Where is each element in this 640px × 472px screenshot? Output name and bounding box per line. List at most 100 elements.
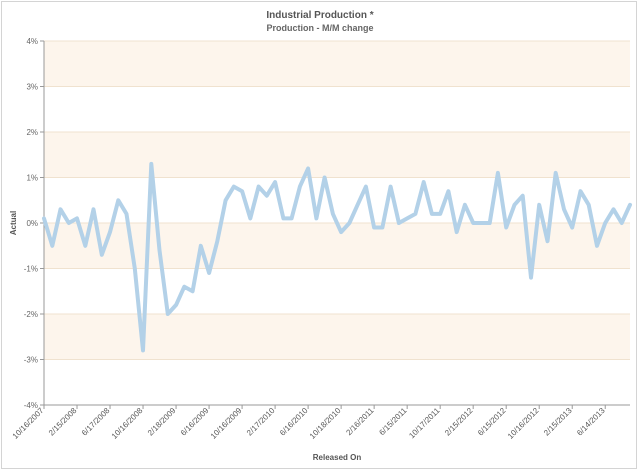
data-point [348, 222, 351, 225]
plot-band [44, 86, 630, 132]
data-point [282, 217, 285, 220]
y-tick-label: 4% [26, 37, 38, 46]
data-point [133, 267, 136, 270]
data-point [51, 244, 54, 247]
data-point [439, 212, 442, 215]
x-tick-label: 2/15/2013 [542, 406, 574, 438]
data-point [373, 226, 376, 229]
data-point [257, 185, 260, 188]
data-point [59, 208, 62, 211]
x-tick-label: 10/16/2007 [11, 406, 46, 441]
data-point [521, 194, 524, 197]
x-tick-label: 6/17/2008 [80, 406, 112, 438]
data-point [232, 185, 235, 188]
data-point [315, 217, 318, 220]
data-point [562, 208, 565, 211]
data-point [298, 185, 301, 188]
data-point [142, 349, 145, 352]
data-point [241, 190, 244, 193]
data-point [274, 181, 277, 184]
data-point [158, 249, 161, 252]
data-point [447, 190, 450, 193]
x-tick-label: 2/17/2010 [245, 406, 277, 438]
data-point [480, 222, 483, 225]
x-tick-label: 6/16/2010 [278, 406, 310, 438]
y-axis-label: Actual [9, 211, 18, 235]
data-point [546, 240, 549, 243]
data-point [117, 199, 120, 202]
data-point [414, 212, 417, 215]
plot-band [44, 268, 630, 314]
data-point [579, 190, 582, 193]
data-point [430, 212, 433, 215]
data-point [629, 203, 632, 206]
y-tick-label: -3% [24, 356, 38, 365]
y-tick-label: -4% [24, 401, 38, 410]
plot-band [44, 314, 630, 360]
data-point [496, 171, 499, 174]
y-tick-label: 0% [26, 219, 38, 228]
data-point [191, 290, 194, 293]
data-point [406, 217, 409, 220]
data-point [290, 217, 293, 220]
x-tick-label: 2/18/2009 [146, 406, 178, 438]
data-point [199, 244, 202, 247]
x-tick-label: 6/16/2009 [179, 406, 211, 438]
data-point [216, 240, 219, 243]
y-tick-label: 2% [26, 128, 38, 137]
data-point [587, 203, 590, 206]
data-point [340, 231, 343, 234]
y-tick-label: -2% [24, 310, 38, 319]
data-point [513, 203, 516, 206]
y-tick-label: -1% [24, 265, 38, 274]
data-point [84, 244, 87, 247]
series-line [42, 161, 632, 353]
data-point [92, 208, 95, 211]
x-tick-label: 6/15/2011 [377, 406, 408, 437]
data-point [307, 167, 310, 170]
data-point [224, 199, 227, 202]
data-point [455, 231, 458, 234]
x-tick-label: 6/14/2013 [575, 406, 607, 438]
chart-title: Industrial Production * [266, 10, 374, 21]
y-tick-label: 1% [26, 174, 38, 183]
x-tick-label: 10/16/2008 [110, 406, 145, 441]
data-point [125, 212, 128, 215]
data-point [265, 194, 268, 197]
data-point [620, 222, 623, 225]
x-tick-label: 10/16/2012 [506, 406, 541, 441]
data-point [150, 162, 153, 165]
data-point [529, 276, 532, 279]
data-point [175, 303, 178, 306]
data-point [538, 203, 541, 206]
data-point [463, 203, 466, 206]
data-point [183, 285, 186, 288]
x-tick-label: 2/16/2011 [344, 406, 375, 437]
chart-subtitle: Production - M/M change [266, 23, 374, 33]
x-axis-label: Released On [313, 453, 362, 462]
x-tick-label: 10/16/2009 [209, 406, 244, 441]
plot-band [44, 359, 630, 405]
data-point [100, 253, 103, 256]
data-point [208, 272, 211, 275]
data-point [397, 222, 400, 225]
data-point [389, 185, 392, 188]
data-point [364, 185, 367, 188]
x-tick-label: 2/15/2008 [47, 406, 79, 438]
data-point [323, 176, 326, 179]
x-tick-label: 10/17/2011 [407, 406, 442, 441]
data-point [612, 208, 615, 211]
data-point [571, 226, 574, 229]
data-point [43, 217, 46, 220]
data-point [422, 181, 425, 184]
data-point [505, 226, 508, 229]
data-point [331, 212, 334, 215]
data-point [356, 203, 359, 206]
data-point [166, 313, 169, 316]
x-tick-label: 2/15/2012 [443, 406, 475, 438]
data-point [381, 226, 384, 229]
data-point [76, 217, 79, 220]
data-point [67, 222, 70, 225]
x-tick-label: 6/15/2012 [476, 406, 508, 438]
